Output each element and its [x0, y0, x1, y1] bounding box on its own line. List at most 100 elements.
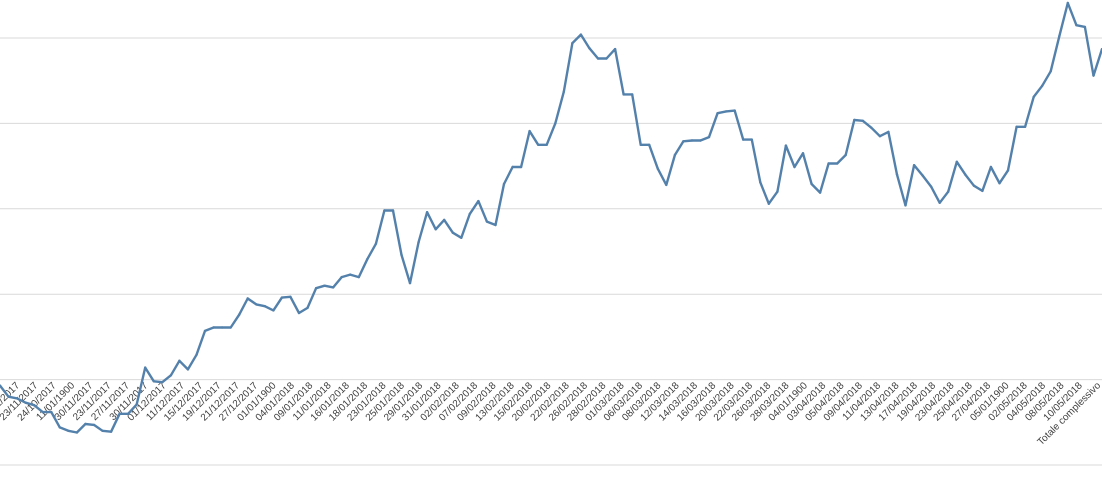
data-point: [861, 119, 864, 123]
data-point: [1083, 25, 1087, 29]
data-point: [579, 33, 583, 36]
data-point: [169, 374, 173, 377]
data-point: [929, 185, 933, 188]
data-point: [101, 429, 104, 432]
gridlines: [0, 37, 1102, 466]
data-point: [255, 303, 258, 306]
data-point: [827, 162, 830, 165]
data-point: [203, 329, 207, 333]
data-point: [537, 143, 540, 146]
series-line: [0, 1, 1102, 434]
data-point: [947, 190, 950, 193]
data-point: [494, 223, 497, 227]
data-point: [109, 430, 113, 433]
data-point: [118, 412, 121, 415]
data-point: [895, 173, 899, 176]
data-point: [400, 253, 403, 257]
data-point: [588, 47, 591, 50]
data-point: [485, 220, 489, 223]
data-point: [1058, 35, 1061, 38]
data-point: [340, 275, 343, 279]
data-point: [7, 395, 10, 398]
series-layer: [0, 1, 1102, 434]
data-point: [836, 162, 839, 165]
data-point: [289, 295, 292, 298]
data-point: [1015, 125, 1018, 128]
data-point: [1023, 125, 1027, 128]
data-point: [724, 110, 728, 113]
data-point: [152, 380, 155, 383]
data-point: [15, 397, 19, 400]
data-point: [33, 404, 36, 407]
data-point: [306, 306, 309, 310]
data-point: [246, 297, 249, 300]
data-point: [682, 140, 685, 143]
data-point: [733, 109, 736, 112]
data-point: [844, 153, 847, 157]
data-point: [323, 284, 326, 287]
data-point: [981, 189, 984, 193]
data-point: [776, 190, 779, 193]
data-point: [50, 410, 53, 414]
data-point: [596, 57, 600, 60]
data-point: [332, 286, 335, 289]
data-point: [126, 412, 130, 415]
data-point: [84, 422, 87, 426]
data-point: [921, 174, 924, 177]
data-point: [878, 135, 882, 138]
data-point: [648, 143, 651, 146]
data-point: [92, 423, 96, 427]
data-point: [784, 144, 788, 147]
data-point: [425, 211, 429, 214]
data-point: [451, 231, 454, 234]
data-point: [238, 313, 241, 316]
data-point: [212, 326, 215, 329]
data-point: [460, 236, 463, 239]
data-point: [434, 228, 437, 231]
data-point: [195, 353, 198, 356]
data-point: [58, 426, 61, 429]
data-point: [998, 182, 1001, 185]
data-point: [887, 130, 890, 134]
data-point: [263, 305, 266, 308]
data-point: [528, 129, 531, 133]
data-point: [443, 218, 446, 222]
data-point: [1041, 84, 1044, 88]
data-point: [759, 181, 762, 184]
data-point: [75, 431, 79, 434]
data-point: [605, 57, 608, 60]
data-point: [801, 152, 805, 155]
data-point: [280, 296, 284, 299]
data-point: [229, 326, 232, 329]
x-axis-tick-labels: 20/11/201723/11/201724/10/201711/01/1900…: [0, 380, 1102, 448]
data-point: [912, 164, 916, 167]
data-point: [374, 242, 378, 245]
data-point: [810, 182, 813, 186]
data-point: [972, 184, 976, 187]
data-point: [511, 165, 514, 169]
data-point: [408, 281, 412, 285]
data-point: [186, 368, 190, 371]
data-point: [613, 47, 617, 51]
data-point: [853, 118, 856, 122]
data-point: [297, 311, 301, 315]
data-point: [631, 93, 634, 96]
data-point: [767, 202, 770, 205]
data-point: [716, 112, 719, 115]
data-point: [699, 139, 702, 142]
data-point: [964, 173, 967, 176]
data-point: [1049, 70, 1052, 73]
data-point: [818, 191, 822, 194]
data-point: [989, 165, 993, 169]
data-point: [1006, 169, 1010, 172]
data-point: [0, 384, 2, 387]
data-point: [673, 153, 677, 157]
data-point: [417, 240, 420, 244]
data-point: [366, 258, 369, 261]
data-point: [135, 403, 138, 406]
data-point: [314, 287, 318, 290]
data-point: [904, 204, 907, 207]
data-point: [639, 143, 642, 146]
